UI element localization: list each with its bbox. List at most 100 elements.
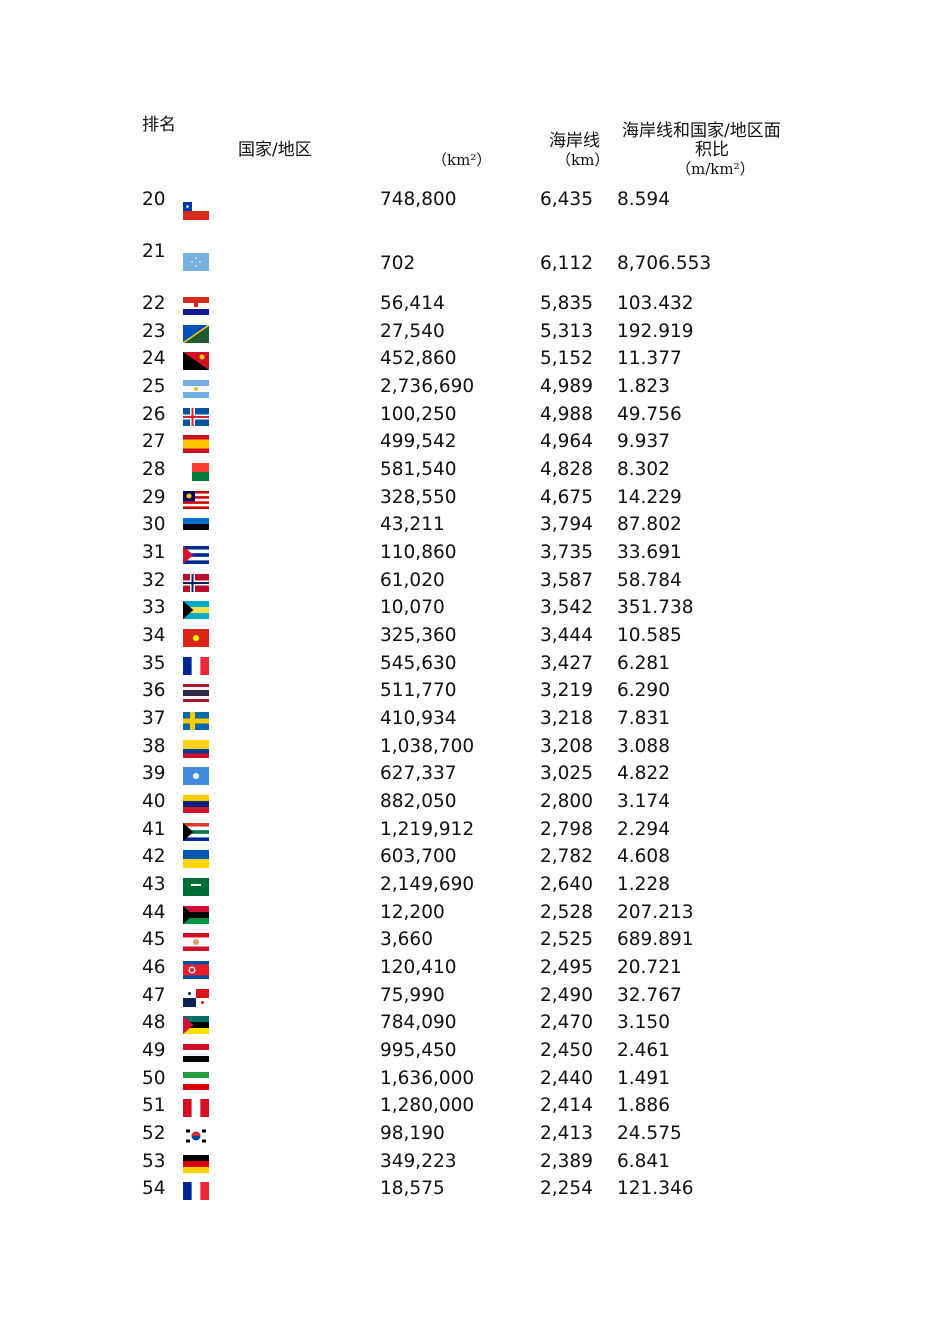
table-row: 51 1,280,000 2,414 1.886 — [0, 0, 950, 1118]
coastline-cell: 3,444 — [540, 625, 593, 647]
table-row: 32 61,020 3,587 58.784 — [0, 0, 950, 592]
header-ratio-line1: 海岸线和国家/地区面 — [622, 121, 781, 141]
table-row: 24 452,860 5,152 11.377 — [0, 0, 950, 371]
north-korea-flag-icon — [183, 961, 209, 980]
rank-cell: 41 — [142, 818, 166, 840]
ratio-cell: 9.937 — [617, 431, 670, 453]
ratio-cell: 6.290 — [617, 680, 670, 702]
area-cell: 545,630 — [380, 652, 457, 674]
rank-cell: 48 — [142, 1012, 166, 1034]
area-cell: 110,860 — [380, 542, 457, 564]
coastline-cell: 3,542 — [540, 597, 593, 619]
vietnam-flag-icon — [183, 629, 209, 648]
rank-cell: 38 — [142, 735, 166, 757]
vanuatu-flag-icon — [183, 905, 209, 924]
coastline-cell: 2,640 — [540, 874, 593, 896]
ratio-cell: 8.302 — [617, 459, 670, 481]
area-cell: 627,337 — [380, 763, 457, 785]
rank-cell: 43 — [142, 874, 166, 896]
france-flag-icon — [183, 1182, 209, 1201]
coastline-cell: 4,675 — [540, 486, 593, 508]
venezuela-flag-icon — [183, 795, 209, 814]
header-coastline: 海岸线 — [549, 131, 600, 151]
table-row: 23 27,540 5,313 192.919 — [0, 0, 950, 343]
coastline-cell: 4,964 — [540, 431, 593, 453]
rank-cell: 32 — [142, 569, 166, 591]
header-area-unit: （km²） — [432, 151, 492, 169]
rank-cell: 39 — [142, 763, 166, 785]
thailand-flag-icon — [183, 684, 209, 703]
ratio-cell: 192.919 — [617, 320, 694, 342]
estonia-flag-icon — [183, 518, 209, 537]
rank-cell: 31 — [142, 542, 166, 564]
table-row: 33 10,070 3,542 351.738 — [0, 0, 950, 620]
rank-cell: 46 — [142, 957, 166, 979]
area-cell: 349,223 — [380, 1150, 457, 1172]
area-cell: 43,211 — [380, 514, 445, 536]
ratio-cell: 20.721 — [617, 957, 682, 979]
ratio-cell: 4.822 — [617, 763, 670, 785]
ratio-cell: 24.575 — [617, 1123, 682, 1145]
solomon-islands-flag-icon — [183, 324, 209, 343]
area-cell: 603,700 — [380, 846, 457, 868]
area-cell: 18,575 — [380, 1178, 445, 1200]
rank-cell: 52 — [142, 1123, 166, 1145]
area-cell: 61,020 — [380, 569, 445, 591]
ratio-cell: 8.594 — [617, 189, 670, 210]
ratio-cell: 351.738 — [617, 597, 694, 619]
table-row: 43 2,149,690 2,640 1.228 — [0, 0, 950, 897]
rank-cell: 54 — [142, 1178, 166, 1200]
ratio-cell: 11.377 — [617, 348, 682, 370]
ratio-cell: 6.281 — [617, 652, 670, 674]
table-row: 20 748,800 6,435 8.594 — [0, 0, 950, 220]
coastline-cell: 3,794 — [540, 514, 593, 536]
coastline-cell: 2,470 — [540, 1012, 593, 1034]
coastline-cell: 3,587 — [540, 569, 593, 591]
area-cell: 1,038,700 — [380, 735, 475, 757]
argentina-flag-icon — [183, 380, 209, 398]
area-cell: 452,860 — [380, 348, 457, 370]
rank-cell: 47 — [142, 984, 166, 1006]
table-row: 42 603,700 2,782 4.608 — [0, 0, 950, 869]
ratio-cell: 103.432 — [617, 293, 694, 314]
coastline-cell: 6,435 — [540, 189, 593, 210]
area-cell: 56,414 — [380, 293, 445, 314]
area-cell: 784,090 — [380, 1012, 457, 1034]
area-cell: 410,934 — [380, 708, 457, 730]
coastline-cell: 4,988 — [540, 403, 593, 425]
ratio-cell: 207.213 — [617, 901, 694, 923]
rank-cell: 26 — [142, 403, 166, 425]
area-cell: 27,540 — [380, 320, 445, 342]
header-country: 国家/地区 — [238, 140, 312, 160]
table-row: 54 18,575 2,254 121.346 — [0, 0, 950, 1201]
table-row: 26 100,250 4,988 49.756 — [0, 0, 950, 426]
area-cell: 702 — [380, 253, 416, 274]
coastline-cell: 2,525 — [540, 929, 593, 951]
area-cell: 499,542 — [380, 431, 457, 453]
south-korea-flag-icon — [183, 1127, 209, 1146]
area-cell: 325,360 — [380, 625, 457, 647]
coastline-cell: 3,218 — [540, 708, 593, 730]
area-cell: 3,660 — [380, 929, 433, 951]
coastline-cell: 2,414 — [540, 1095, 593, 1117]
table-row: 35 545,630 3,427 6.281 — [0, 0, 950, 675]
table-row: 46 120,410 2,495 20.721 — [0, 0, 950, 980]
coastline-cell: 6,112 — [540, 253, 593, 274]
table-row: 38 1,038,700 3,208 3.088 — [0, 0, 950, 758]
ratio-cell: 121.346 — [617, 1178, 694, 1200]
area-cell: 120,410 — [380, 957, 457, 979]
area-cell: 1,219,912 — [380, 818, 475, 840]
table-row: 37 410,934 3,218 7.831 — [0, 0, 950, 731]
rank-cell: 42 — [142, 846, 166, 868]
table-row: 48 784,090 2,470 3.150 — [0, 0, 950, 1035]
rank-cell: 44 — [142, 901, 166, 923]
coastline-cell: 3,219 — [540, 680, 593, 702]
iceland-flag-icon — [183, 407, 209, 426]
ratio-cell: 10.585 — [617, 625, 682, 647]
ratio-cell: 3.150 — [617, 1012, 670, 1034]
coastline-cell: 2,782 — [540, 846, 593, 868]
peru-flag-icon — [183, 1099, 209, 1118]
header-ratio-line2: 积比 — [695, 140, 729, 160]
rank-cell: 40 — [142, 791, 166, 813]
